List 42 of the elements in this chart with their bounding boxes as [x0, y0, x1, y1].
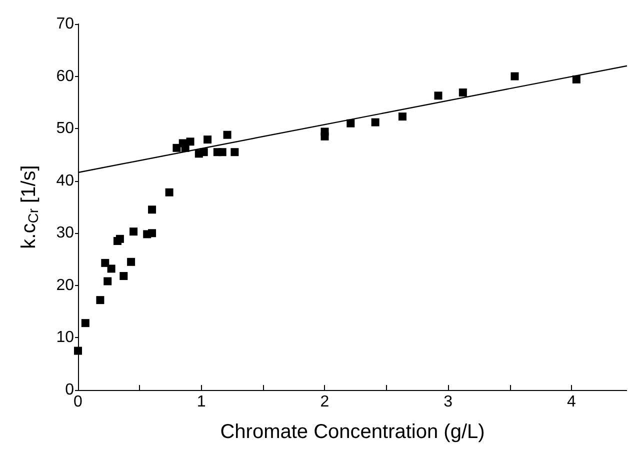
y-tick-label: 40	[56, 172, 74, 190]
y-tick-label: 70	[56, 16, 74, 32]
point	[81, 319, 90, 328]
point	[218, 148, 226, 156]
x-tick-label: 4	[567, 394, 576, 410]
point	[346, 119, 355, 128]
point	[458, 88, 467, 96]
point	[200, 148, 208, 156]
point	[371, 118, 380, 126]
x-tick-label: 2	[320, 394, 330, 410]
x-tick-label: 3	[444, 394, 453, 410]
y-tick-label: 10	[56, 329, 74, 346]
point	[186, 138, 194, 146]
point	[96, 296, 104, 304]
point	[116, 234, 124, 243]
point	[127, 258, 136, 266]
y-tick-label: 0	[65, 382, 74, 398]
point	[120, 272, 128, 280]
y-tick-label: 50	[56, 120, 74, 138]
y-tick-label: 60	[56, 68, 74, 85]
point	[230, 148, 239, 156]
point	[130, 228, 138, 236]
x-tick-label: 1	[196, 394, 206, 410]
point	[101, 258, 110, 267]
point	[148, 229, 156, 238]
point	[204, 136, 212, 144]
point	[572, 75, 580, 84]
point	[165, 188, 174, 196]
point	[320, 128, 329, 136]
point	[223, 130, 232, 139]
y-tick-label: 30	[56, 224, 74, 242]
point	[148, 206, 156, 214]
point	[510, 72, 519, 80]
point	[172, 144, 181, 152]
x-axis-title: Chromate Concentration (g/L)	[220, 421, 485, 443]
point	[434, 92, 442, 100]
point	[398, 112, 406, 121]
point	[74, 346, 82, 355]
point	[104, 277, 112, 286]
y-axis-title: k.cCr [1/s]	[18, 165, 41, 249]
y-tick-label: 20	[56, 276, 74, 294]
point	[107, 264, 116, 273]
